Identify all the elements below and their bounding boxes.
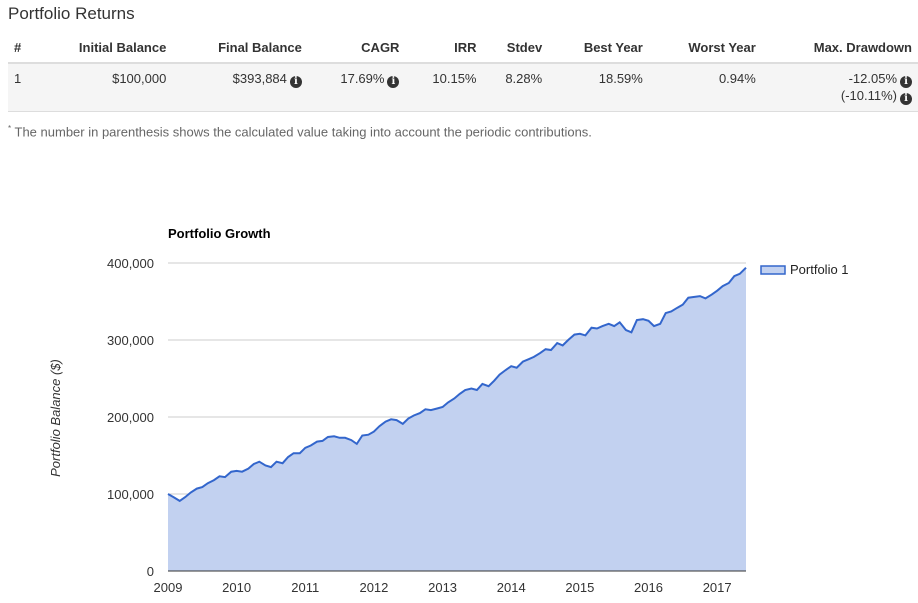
x-tick-label: 2011: [291, 580, 319, 595]
x-tick-label: 2015: [565, 580, 594, 595]
header-index: #: [8, 34, 39, 64]
cell-stdev: 8.28%: [482, 63, 549, 112]
info-circle-icon[interactable]: i: [387, 76, 400, 88]
y-tick-label: 200,000: [107, 410, 154, 425]
max-drawdown-value: -12.05%: [848, 71, 897, 86]
header-final-balance[interactable]: Final Balance: [172, 34, 308, 64]
table-row: 1 $100,000 $393,884 i 17.69% i 10.15% 8.28…: [8, 63, 918, 112]
y-tick-label: 0: [147, 564, 154, 579]
page-title: Portfolio Returns: [8, 4, 135, 23]
cell-index: 1: [8, 63, 39, 112]
cagr-value: 17.69%: [340, 71, 385, 86]
header-best-year[interactable]: Best Year: [548, 34, 649, 64]
cell-best-year: 18.59%: [548, 63, 649, 112]
x-tick-label: 2010: [222, 580, 251, 595]
footnote: * The number in parenthesis shows the ca…: [8, 124, 592, 139]
table-header-row: # Initial Balance Final Balance CAGR IRR…: [8, 34, 918, 64]
final-balance-value: $393,884: [232, 71, 287, 86]
portfolio-returns-table: # Initial Balance Final Balance CAGR IRR…: [8, 34, 918, 112]
max-drawdown-alt-value: (-10.11%): [840, 88, 897, 103]
info-circle-icon[interactable]: i: [289, 76, 302, 88]
info-circle-icon[interactable]: i: [900, 93, 912, 105]
series-area-portfolio-1: [168, 267, 746, 571]
x-axis-ticks: 2009 2010 2011 2012 2013 2014 2015 2016 2017: [154, 580, 732, 595]
footnote-marker: *: [8, 124, 12, 133]
x-tick-label: 2014: [497, 580, 526, 595]
y-tick-label: 300,000: [107, 333, 154, 348]
header-cagr[interactable]: CAGR: [307, 34, 406, 64]
cell-worst-year: 0.94%: [648, 63, 762, 112]
y-tick-label: 400,000: [107, 256, 154, 271]
footnote-text: The number in parenthesis shows the calc…: [14, 124, 592, 140]
header-max-drawdown[interactable]: Max. Drawdown: [761, 34, 918, 64]
cell-irr: 10.15%: [405, 63, 483, 112]
y-axis-label: Portfolio Balance ($): [48, 359, 63, 477]
series-line-portfolio-1: [167, 266, 747, 503]
y-tick-label: 100,000: [107, 487, 154, 502]
info-circle-icon[interactable]: i: [900, 76, 912, 88]
x-tick-label: 2009: [154, 580, 183, 595]
x-tick-label: 2012: [359, 580, 388, 595]
header-irr[interactable]: IRR: [405, 34, 483, 64]
x-tick-label: 2013: [428, 580, 457, 595]
header-worst-year[interactable]: Worst Year: [648, 34, 762, 64]
chart-title: Portfolio Growth: [168, 226, 271, 241]
cell-max-drawdown: -12.05% i (-10.11%) i: [761, 63, 918, 112]
x-tick-label: 2017: [703, 580, 732, 595]
header-stdev[interactable]: Stdev: [482, 34, 549, 64]
cell-initial-balance: $100,000: [38, 63, 173, 112]
legend-label-portfolio-1[interactable]: Portfolio 1: [790, 262, 849, 277]
cell-final-balance: $393,884 i: [172, 63, 308, 112]
header-initial-balance[interactable]: Initial Balance: [38, 34, 173, 64]
y-axis-ticks: 0 100,000 200,000 300,000 400,000: [107, 256, 154, 579]
legend-swatch-portfolio-1: [760, 265, 786, 275]
x-tick-label: 2016: [634, 580, 663, 595]
legend: Portfolio 1: [760, 262, 849, 277]
cell-cagr: 17.69% i: [307, 63, 406, 112]
